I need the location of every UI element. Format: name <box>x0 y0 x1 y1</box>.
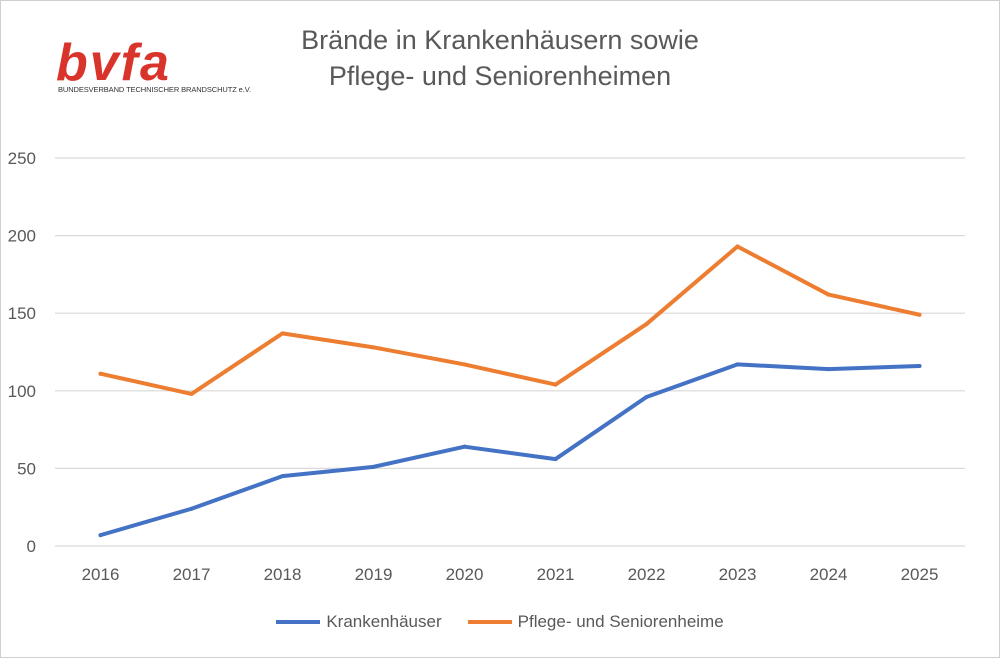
legend: Krankenhäuser Pflege- und Seniorenheime <box>0 612 1000 632</box>
data-point <box>644 322 649 327</box>
data-point <box>644 395 649 400</box>
x-tick-label: 2024 <box>810 565 848 584</box>
data-point <box>98 533 103 538</box>
data-point <box>189 506 194 511</box>
x-tick-label: 2022 <box>628 565 666 584</box>
legend-label-pflegeheime: Pflege- und Seniorenheime <box>517 612 724 631</box>
data-point <box>826 292 831 297</box>
x-tick-label: 2025 <box>901 565 939 584</box>
data-point <box>371 345 376 350</box>
data-point <box>553 382 558 387</box>
x-tick-label: 2018 <box>264 565 302 584</box>
data-point <box>462 444 467 449</box>
x-tick-label: 2016 <box>82 565 120 584</box>
data-point <box>826 367 831 372</box>
bvfa-logo: bvfa <box>56 34 226 92</box>
data-point <box>98 371 103 376</box>
series-line-0 <box>98 362 922 538</box>
x-tick-label: 2020 <box>446 565 484 584</box>
logo-text: bvfa <box>56 38 171 84</box>
data-point <box>917 312 922 317</box>
legend-label-krankenhaeuser: Krankenhäuser <box>326 612 442 631</box>
data-point <box>280 474 285 479</box>
chart-title-line2: Pflege- und Seniorenheimen <box>328 61 672 91</box>
data-point <box>917 363 922 368</box>
legend-swatch-pflegeheime <box>467 620 512 624</box>
x-tick-label: 2023 <box>719 565 757 584</box>
logo-mark: bvfa <box>56 34 171 92</box>
data-point <box>553 457 558 462</box>
x-tick-label: 2017 <box>173 565 211 584</box>
y-tick-label: 50 <box>17 459 36 478</box>
y-tick-label: 0 <box>27 537 36 556</box>
data-point <box>189 391 194 396</box>
chart-title-line1: Brände in Krankenhäusern sowie <box>301 25 699 55</box>
legend-item-pflegeheime: Pflege- und Seniorenheime <box>467 612 724 632</box>
y-tick-label: 200 <box>8 227 36 246</box>
data-point <box>280 331 285 336</box>
series-line-1 <box>98 244 922 396</box>
data-point <box>735 362 740 367</box>
x-tick-label: 2021 <box>537 565 575 584</box>
data-point <box>462 362 467 367</box>
logo-subtitle: BUNDESVERBAND TECHNISCHER BRANDSCHUTZ e.… <box>58 85 251 94</box>
y-tick-label: 250 <box>8 149 36 168</box>
x-tick-label: 2019 <box>355 565 393 584</box>
legend-swatch-krankenhaeuser <box>276 620 321 624</box>
data-point <box>735 244 740 249</box>
y-tick-label: 100 <box>8 382 36 401</box>
y-tick-label: 150 <box>8 304 36 323</box>
data-point <box>371 464 376 469</box>
legend-item-krankenhaeuser: Krankenhäuser <box>276 612 442 632</box>
